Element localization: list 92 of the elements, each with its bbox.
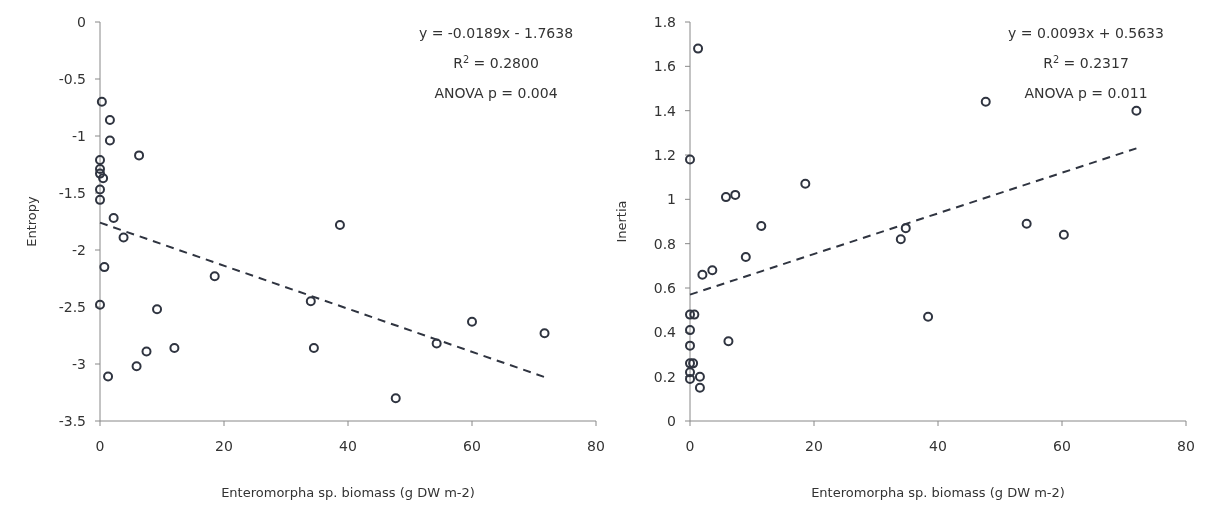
x-axis-title: Enteromorpha sp. biomass (g DW m-2) [221,485,475,500]
y-tick-label: 1.8 [653,14,676,30]
point [895,234,906,245]
point [99,262,110,273]
y-tick-label: 1.4 [653,102,677,119]
point [95,154,105,165]
annotation: ANOVA p = 0.004 [434,85,558,101]
x-tick-label: 60 [463,438,481,454]
point [689,309,700,320]
y-tick-label: 0 [667,413,676,429]
y-tick-label: 1.6 [653,58,677,75]
y-tick-label: 0.4 [653,324,677,341]
point [95,168,105,179]
point [98,173,109,184]
point [685,367,695,378]
point [131,361,142,372]
point [467,316,477,327]
annotation: y = -0.0189x - 1.7638 [418,25,574,41]
point [730,189,741,200]
point [756,220,767,231]
point [95,299,105,310]
point [980,96,991,107]
x-axis-title: Enteromorpha sp. biomass (g DW m-2) [811,485,1065,500]
point [104,115,115,126]
y-tick-label: 0.8 [653,235,676,252]
point [685,373,695,384]
point [740,251,751,262]
y-tick-label: -1.5 [58,185,86,201]
x-tick-label: 40 [339,438,357,454]
point [685,340,695,351]
point [688,358,699,369]
x-tick-label: 60 [1053,438,1071,454]
x-tick-label: 80 [1177,438,1195,454]
y-tick-label: 1.2 [653,147,676,163]
point [152,304,163,315]
point [104,135,115,146]
point [685,325,695,336]
y-axis-title: Entropy [24,195,39,247]
point [723,336,734,347]
y-tick-label: -1 [72,128,86,144]
point [685,154,695,165]
point [720,192,731,203]
point [800,178,811,189]
point [305,296,316,307]
x-tick-label: 0 [685,438,695,454]
point [1021,218,1032,229]
point [141,346,152,357]
x-tick-label: 80 [587,438,605,454]
point [694,371,705,382]
point [707,265,718,276]
point [95,184,105,195]
point [169,343,180,354]
y-tick-label: -3.5 [58,413,86,429]
y-tick-label: 1 [667,191,676,208]
y-tick-label: -2 [72,242,86,258]
y-tick-label: 0.6 [653,280,677,296]
point [95,194,105,205]
point [539,328,550,339]
annotation: R$^{2}$ = 0.2317 [1043,53,1129,71]
point [1058,229,1069,240]
y-tick-label: 0.2 [653,368,676,385]
point [900,223,911,234]
point [693,43,704,54]
point [308,343,319,354]
annotation: R$^{2}$ = 0.2800 [453,53,539,71]
point [390,393,401,404]
point [694,382,705,393]
point [103,371,114,382]
x-tick-label: 0 [95,438,105,454]
point [685,309,695,320]
point [697,269,708,280]
point [334,219,345,230]
y-tick-label: 0 [77,14,86,30]
x-tick-label: 20 [805,438,823,454]
point [134,150,145,161]
y-axis-title: Inertia [614,200,629,243]
point [108,213,119,224]
y-tick-label: -0.5 [58,71,86,87]
y-tick-label: -3 [72,356,86,372]
point [118,232,129,243]
x-tick-label: 40 [929,438,947,454]
point [923,311,934,322]
point [1131,105,1142,116]
x-tick-label: 20 [215,438,233,454]
annotation: y = 0.0093x + 0.5633 [1008,25,1164,41]
point [685,358,695,369]
point [96,96,107,107]
y-tick-label: -2.5 [58,299,86,315]
point [431,338,442,349]
annotation: ANOVA p = 0.011 [1024,85,1148,101]
point [95,164,105,175]
point [209,271,220,282]
